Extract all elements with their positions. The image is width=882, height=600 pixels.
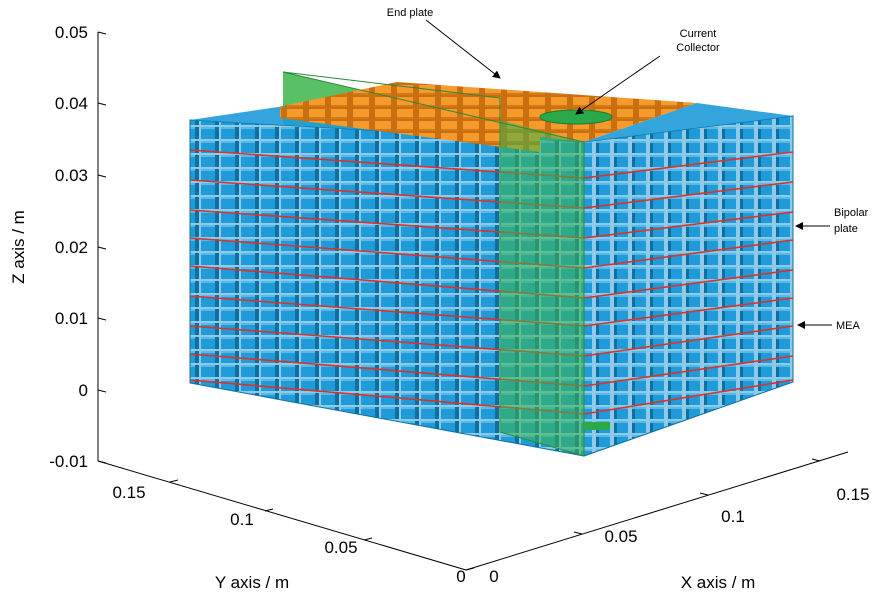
z-tick-label: 0.05 xyxy=(55,23,88,42)
y-ticks xyxy=(169,479,475,571)
y-tick-label: 0.15 xyxy=(112,483,145,502)
z-tick-label: -0.01 xyxy=(49,452,88,471)
y-axis-label: Y axis / m xyxy=(215,573,289,592)
current-collector-arrow xyxy=(575,55,661,115)
x-axis-line xyxy=(465,451,849,571)
y-tick-labels: 0.15 0.1 0.05 0 xyxy=(112,483,465,586)
stack-front-face xyxy=(190,120,584,456)
x-ticks xyxy=(573,458,821,535)
z-tick-label: 0.02 xyxy=(55,238,88,257)
bottom-collector xyxy=(584,422,610,430)
y-axis-line xyxy=(97,460,467,571)
x-tick-labels: 0 0.05 0.1 0.15 xyxy=(489,485,869,586)
end-plate-front-rim xyxy=(280,108,540,152)
mea-label: MEA xyxy=(836,320,861,332)
z-tick-label: 0 xyxy=(79,381,88,400)
end-plate-arrow xyxy=(425,19,501,79)
z-axis-label: Z axis / m xyxy=(9,210,28,284)
y-tick-label: 0 xyxy=(456,567,465,586)
z-tick-label: 0.01 xyxy=(55,309,88,328)
x-tick-label: 0.1 xyxy=(721,507,745,526)
mea-lines-side xyxy=(583,151,794,415)
current-collector-label-line2: Collector xyxy=(676,42,720,54)
end-plate-label: End plate xyxy=(387,7,433,19)
stack-top-right-cells xyxy=(584,103,793,142)
current-collector-label-line1: Current xyxy=(680,28,717,40)
y-tick-label: 0.1 xyxy=(230,510,254,529)
annotations: End plate Current Collector Bipolar plat… xyxy=(387,7,869,332)
x-axis-label: X axis / m xyxy=(681,573,756,592)
stack-side-face xyxy=(584,116,793,456)
green-plane-front xyxy=(500,120,584,456)
x-tick-label: 0 xyxy=(489,567,498,586)
current-collector xyxy=(539,109,613,125)
end-plate-top xyxy=(278,82,697,142)
z-tick-labels: 0.05 0.04 0.03 0.02 0.01 0 -0.01 xyxy=(49,23,88,471)
z-tick-label: 0.04 xyxy=(55,94,88,113)
x-tick-label: 0.15 xyxy=(836,485,869,504)
x-tick-label: 0.05 xyxy=(604,527,637,546)
y-tick-label: 0.05 xyxy=(324,538,357,557)
z-ticks xyxy=(97,31,107,464)
z-tick-label: 0.03 xyxy=(55,166,88,185)
bipolar-plate-label-line2: plate xyxy=(834,223,858,235)
bipolar-plate-label-line1: Bipolar xyxy=(834,207,869,219)
